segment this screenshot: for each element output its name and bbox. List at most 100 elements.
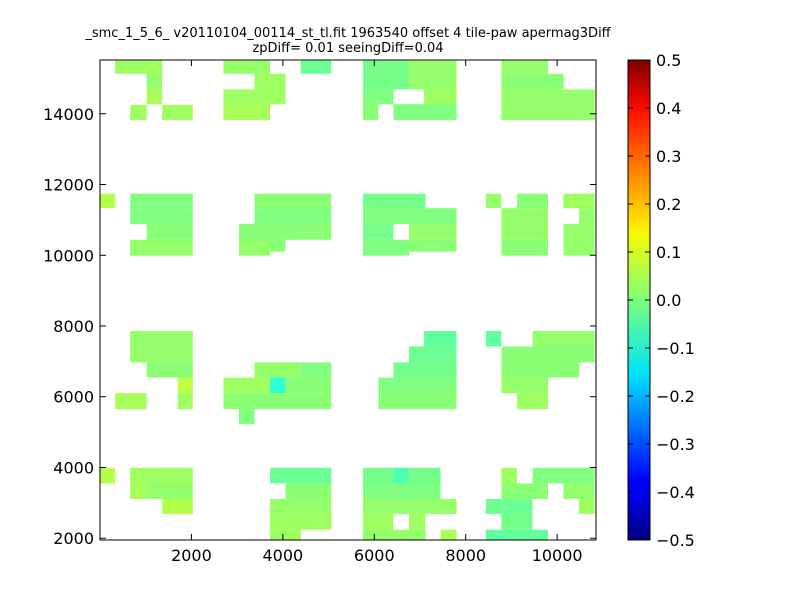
heatmap-cell-10: [362, 60, 410, 90]
heatmap-cell-49: [177, 393, 193, 410]
heatmap-cell-73: [270, 467, 332, 484]
heatmap-cell-11: [409, 60, 457, 90]
heatmap-cell-38: [501, 208, 548, 225]
y-tick-label-2: 6000: [53, 388, 94, 407]
y-tick-label-6: 14000: [43, 105, 94, 124]
heatmap-cell-31: [362, 208, 457, 225]
heatmap-cell-30: [362, 193, 426, 209]
heatmap-cell-45: [130, 346, 193, 363]
heatmap-cell-44: [130, 331, 193, 347]
heatmap-cell-87: [532, 467, 595, 484]
heatmap-cell-42: [579, 208, 595, 225]
heatmap-cell-27: [239, 237, 301, 240]
heatmap-cell-83: [409, 513, 426, 530]
x-tick-label-3: 8000: [445, 546, 486, 565]
heatmap-cell-53: [270, 377, 286, 394]
heatmap-cell-64: [501, 346, 595, 363]
heatmap-cell-92: [501, 513, 533, 530]
heatmap-cell-60: [378, 377, 457, 394]
heatmap-cell-79: [393, 467, 409, 484]
heatmap-cell-20: [130, 193, 193, 209]
heatmap-cell-25: [254, 208, 332, 225]
colorbar-tick-label-10: −0.5: [656, 531, 695, 550]
heatmap-cell-26: [239, 224, 332, 240]
heatmap-cell-50: [254, 362, 301, 378]
y-tick-label-1: 4000: [53, 458, 94, 477]
heatmap-cell-16: [501, 60, 548, 74]
colorbar-tick-label-9: −0.4: [656, 483, 695, 502]
heatmap-cell-89: [563, 483, 595, 499]
y-axis: 2000 4000 6000 8000 10000 12000 14000: [43, 105, 596, 548]
heatmap-cell-18: [501, 89, 595, 121]
heatmap-cell-71: [146, 483, 193, 499]
heatmap-cell-21: [130, 208, 193, 225]
colorbar: 0.5 0.4 0.3 0.2 0.1 0.0 −0.1 −0.2 −0.3 −0.4 −0.5: [627, 51, 695, 550]
heatmap-cell-24: [254, 193, 332, 209]
heatmap-cell-69: [130, 467, 193, 484]
heatmap-cell-22: [146, 224, 193, 240]
heatmap-cell-52: [223, 377, 270, 394]
heatmap-cell-93: [485, 529, 548, 540]
chart-title-line2: zpDiff= 0.01 seeingDiff=0.04: [252, 41, 443, 56]
heatmap-cell-62: [485, 331, 502, 347]
colorbar-tick-label-4: 0.1: [656, 243, 681, 262]
heatmap-cell-48: [115, 393, 147, 410]
heatmap-cell-55: [223, 393, 332, 410]
heatmap-cell-33: [409, 224, 457, 240]
colorbar-tick-label-8: −0.3: [656, 435, 695, 454]
x-tick-label-0: 2000: [171, 546, 212, 565]
heatmap-cell-72: [162, 499, 193, 514]
heatmap-cell-0: [115, 60, 163, 74]
y-tick-label-5: 12000: [43, 176, 94, 195]
heatmap-cell-90: [485, 499, 533, 514]
heatmap-cell-84: [362, 529, 426, 540]
heatmap-cell-46: [146, 362, 193, 378]
heatmap-cell-37: [516, 193, 548, 209]
heatmap-cell-51: [300, 362, 332, 378]
y-tick-label-4: 10000: [43, 246, 94, 265]
heatmap-cell-58: [409, 346, 457, 363]
colorbar-tick-label-7: −0.2: [656, 387, 695, 406]
heatmap-cell-29: [270, 239, 286, 252]
heatmap-cell-63: [532, 331, 595, 347]
colorbar-tick-label-3: 0.2: [656, 195, 681, 214]
heatmap-cell-12: [362, 89, 394, 105]
heatmap-cell-74: [285, 483, 332, 499]
plot-area: 2000 4000 6000 8000 10000 2000 4000 6000 8000 10…: [43, 59, 597, 565]
heatmap-cell-88: [501, 483, 548, 499]
heatmap-cell-81: [362, 499, 457, 514]
heatmap-cell-39: [501, 224, 548, 240]
heatmap-cell-68: [100, 467, 116, 484]
heatmap-cell-36: [485, 193, 502, 209]
heatmap-cell-57: [424, 331, 457, 347]
plot-frame: [99, 59, 597, 541]
heatmap-cell-28: [239, 239, 271, 256]
heatmap-cell-34: [362, 239, 410, 256]
y-tick-label-0: 2000: [53, 529, 94, 548]
colorbar-gradient: [628, 60, 650, 540]
heatmap-cell-5: [223, 60, 270, 74]
heatmap-cell-65: [501, 362, 580, 378]
heatmap-cell-35: [409, 239, 457, 252]
heatmap-cell-6: [223, 89, 286, 105]
heatmap-cell-76: [270, 513, 332, 530]
colorbar-tick-label-6: −0.1: [656, 339, 695, 358]
heatmap-cell-7: [223, 104, 270, 121]
heatmap-cell-9: [300, 60, 332, 74]
heatmap-cell-56: [239, 409, 255, 425]
heatmap-cells: [100, 60, 595, 540]
heatmap-cell-14: [362, 104, 379, 121]
heatmap-cell-82: [362, 513, 394, 530]
heatmap-cell-91: [579, 499, 595, 514]
plot-background: [100, 60, 596, 540]
colorbar-tick-label-2: 0.3: [656, 147, 681, 166]
x-tick-label-1: 4000: [262, 546, 303, 565]
heatmap-cell-15: [393, 104, 457, 121]
heatmap-cell-54: [285, 377, 332, 394]
heatmap-cell-61: [378, 393, 457, 410]
heatmap-cell-19: [100, 193, 116, 209]
heatmap-cell-67: [516, 393, 548, 410]
heatmap-cell-2: [146, 89, 163, 105]
heatmap-cell-77: [270, 529, 301, 540]
chart-title-line1: _smc_1_5_6_ v20110104_00114_st_tl.fit 19…: [84, 26, 611, 41]
